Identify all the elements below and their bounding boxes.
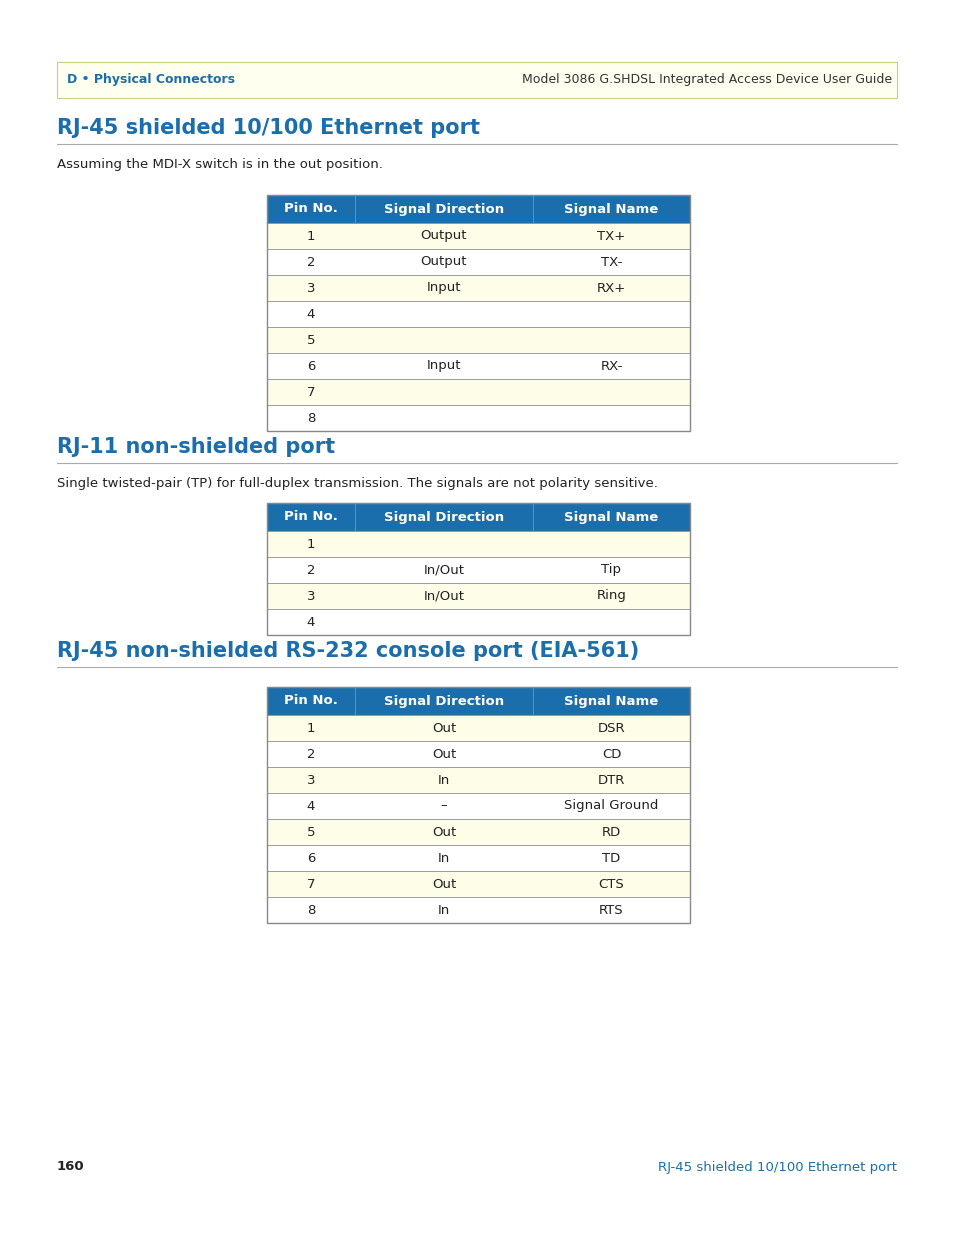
Text: Pin No.: Pin No.	[284, 510, 337, 524]
Text: 1: 1	[307, 537, 314, 551]
Bar	[267, 379, 689, 405]
Text: 5: 5	[307, 825, 314, 839]
Text: Assuming the MDI-X switch is in the out position.: Assuming the MDI-X switch is in the out …	[57, 158, 382, 170]
Text: DTR: DTR	[598, 773, 624, 787]
Bar	[267, 793, 689, 819]
Text: 8: 8	[307, 411, 314, 425]
Text: DSR: DSR	[598, 721, 624, 735]
Text: Out: Out	[432, 721, 456, 735]
Text: 4: 4	[307, 308, 314, 321]
Text: 5: 5	[307, 333, 314, 347]
Text: 1: 1	[307, 230, 314, 242]
Text: 160: 160	[57, 1161, 85, 1173]
Text: In: In	[437, 904, 450, 916]
Bar	[267, 715, 689, 741]
Bar	[267, 557, 689, 583]
Text: RTS: RTS	[598, 904, 623, 916]
Text: –: –	[440, 799, 447, 813]
Text: Signal Direction: Signal Direction	[383, 694, 503, 708]
Text: Signal Direction: Signal Direction	[383, 203, 503, 215]
Text: Pin No.: Pin No.	[284, 203, 337, 215]
Text: In/Out: In/Out	[423, 563, 464, 577]
Bar	[267, 609, 689, 635]
Bar	[267, 741, 689, 767]
Text: 4: 4	[307, 615, 314, 629]
Bar	[267, 819, 689, 845]
Bar	[267, 583, 689, 609]
Bar	[267, 871, 689, 897]
Text: Input: Input	[426, 282, 460, 294]
Bar	[267, 195, 689, 431]
Text: RJ-45 shielded 10/100 Ethernet port: RJ-45 shielded 10/100 Ethernet port	[57, 119, 479, 138]
Text: In: In	[437, 851, 450, 864]
Bar	[267, 767, 689, 793]
Text: RX+: RX+	[597, 282, 625, 294]
Text: 3: 3	[307, 282, 314, 294]
Bar	[267, 405, 689, 431]
Text: TD: TD	[601, 851, 620, 864]
Text: Out: Out	[432, 825, 456, 839]
Bar	[267, 249, 689, 275]
Text: 7: 7	[307, 878, 314, 890]
Bar	[267, 531, 689, 557]
Text: RD: RD	[601, 825, 620, 839]
Text: Signal Direction: Signal Direction	[383, 510, 503, 524]
Text: Out: Out	[432, 878, 456, 890]
Text: Tip: Tip	[601, 563, 620, 577]
Bar	[267, 687, 689, 923]
Text: Out: Out	[432, 747, 456, 761]
Text: 6: 6	[307, 851, 314, 864]
Bar	[267, 687, 689, 715]
Text: Model 3086 G.SHDSL Integrated Access Device User Guide: Model 3086 G.SHDSL Integrated Access Dev…	[521, 74, 891, 86]
Text: 3: 3	[307, 773, 314, 787]
Text: Output: Output	[420, 230, 467, 242]
Text: Pin No.: Pin No.	[284, 694, 337, 708]
Bar	[267, 503, 689, 635]
Text: Signal Name: Signal Name	[564, 694, 658, 708]
Text: In/Out: In/Out	[423, 589, 464, 603]
Bar	[267, 353, 689, 379]
Text: 2: 2	[307, 747, 314, 761]
Text: 2: 2	[307, 256, 314, 268]
Text: Single twisted-pair (TP) for full-duplex transmission. The signals are not polar: Single twisted-pair (TP) for full-duplex…	[57, 477, 658, 490]
Bar	[267, 845, 689, 871]
Bar	[267, 897, 689, 923]
Text: 4: 4	[307, 799, 314, 813]
Bar	[267, 275, 689, 301]
Text: RX-: RX-	[599, 359, 622, 373]
Bar	[267, 195, 689, 224]
Bar	[267, 224, 689, 249]
Text: Input: Input	[426, 359, 460, 373]
Text: Signal Ground: Signal Ground	[564, 799, 658, 813]
Text: 2: 2	[307, 563, 314, 577]
Text: Ring: Ring	[596, 589, 626, 603]
Bar	[267, 327, 689, 353]
Text: TX+: TX+	[597, 230, 625, 242]
Text: 6: 6	[307, 359, 314, 373]
Bar	[267, 301, 689, 327]
Text: 3: 3	[307, 589, 314, 603]
Text: 8: 8	[307, 904, 314, 916]
Text: 7: 7	[307, 385, 314, 399]
Text: RJ-45 shielded 10/100 Ethernet port: RJ-45 shielded 10/100 Ethernet port	[658, 1161, 896, 1173]
Text: CTS: CTS	[598, 878, 623, 890]
Text: CD: CD	[601, 747, 620, 761]
Bar	[57, 62, 896, 98]
Text: D • Physical Connectors: D • Physical Connectors	[67, 74, 234, 86]
Bar	[267, 503, 689, 531]
Text: RJ-11 non-shielded port: RJ-11 non-shielded port	[57, 437, 335, 457]
Text: 1: 1	[307, 721, 314, 735]
Text: Output: Output	[420, 256, 467, 268]
Text: Signal Name: Signal Name	[564, 510, 658, 524]
Text: RJ-45 non-shielded RS-232 console port (EIA-561): RJ-45 non-shielded RS-232 console port (…	[57, 641, 639, 661]
Text: TX-: TX-	[600, 256, 621, 268]
Text: In: In	[437, 773, 450, 787]
Text: Signal Name: Signal Name	[564, 203, 658, 215]
